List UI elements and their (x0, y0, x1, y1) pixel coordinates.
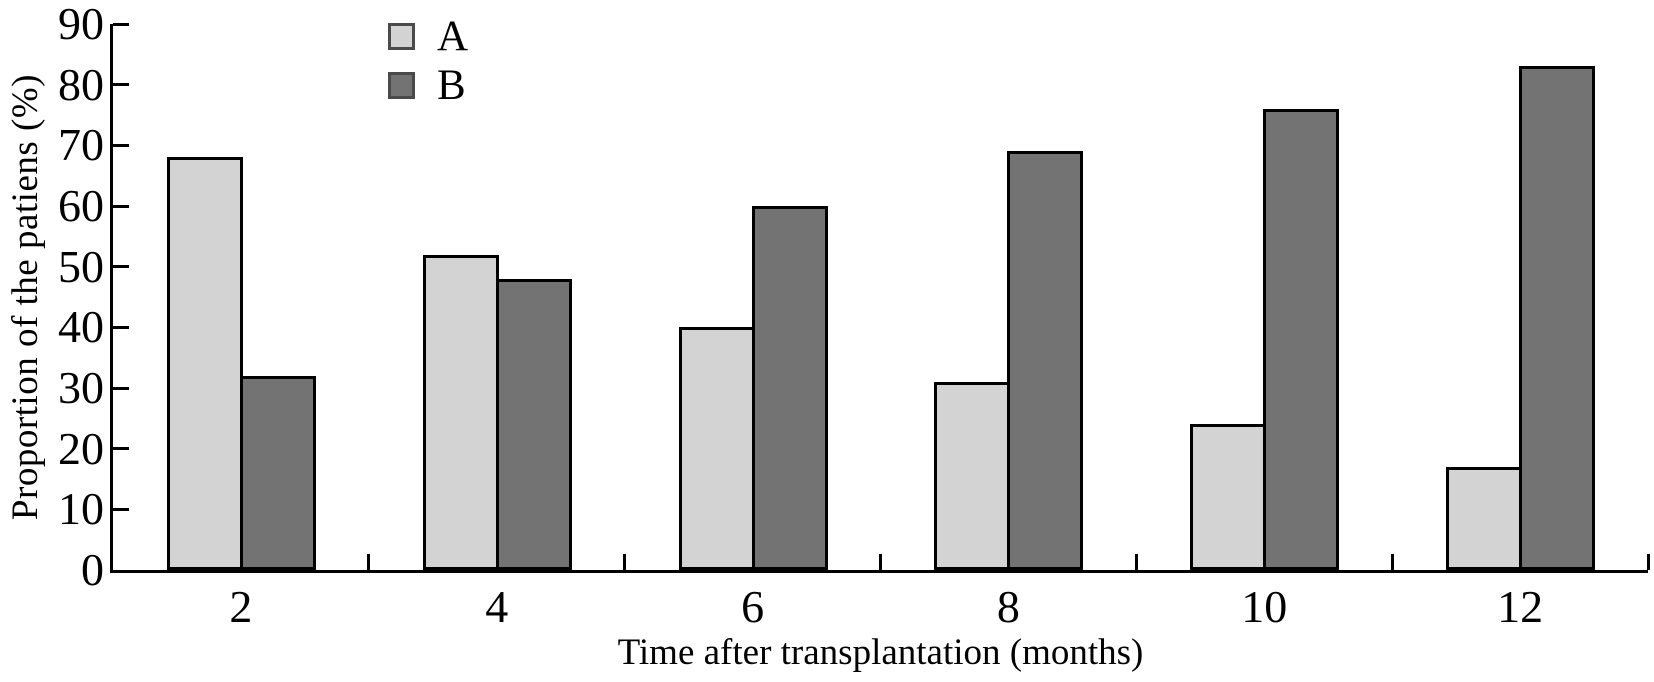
y-tick-label: 30 (58, 362, 104, 413)
x-tick-label: 8 (996, 581, 1020, 632)
bar-b-6 (751, 206, 828, 570)
y-tick-label: 60 (58, 180, 104, 231)
y-tick-label: 80 (58, 58, 104, 110)
x-tick-label: 4 (485, 581, 509, 632)
x-tick-label: 10 (1241, 581, 1288, 632)
x-axis-tick (623, 554, 627, 570)
x-axis-tick (1134, 554, 1138, 570)
legend-label-a: A (437, 13, 469, 60)
bar-a-10 (1190, 424, 1267, 570)
x-axis-title: Time after transplantation (months) (617, 632, 1144, 673)
y-tick-label: 50 (58, 240, 104, 292)
bar-a-12 (1446, 466, 1523, 570)
y-axis-tick (113, 265, 129, 269)
y-tick-label: 70 (58, 119, 104, 171)
legend-item-b: B (388, 63, 468, 108)
x-tick-label: 2 (229, 581, 253, 632)
y-axis-tick (113, 83, 129, 87)
bar-b-4 (495, 278, 572, 570)
legend-swatch-b-icon (388, 72, 415, 99)
bar-b-2 (239, 375, 316, 570)
y-axis-tick (113, 386, 129, 390)
bar-a-4 (422, 254, 499, 570)
x-axis-tick (1646, 554, 1650, 570)
y-axis-tick (113, 507, 129, 511)
legend-item-a: A (388, 14, 468, 59)
x-tick-label: 12 (1497, 581, 1544, 632)
x-axis-tick (879, 554, 882, 570)
bar-a-6 (678, 327, 755, 570)
y-tick-label: 90 (58, 0, 104, 49)
x-axis-tick (367, 554, 371, 570)
y-tick-label: 10 (58, 483, 104, 535)
legend-label-b: B (437, 62, 466, 109)
bar-a-8 (934, 381, 1011, 570)
x-tick-label: 6 (741, 581, 765, 632)
x-axis-tick (1390, 554, 1394, 570)
y-axis-tick (113, 325, 129, 329)
y-axis-tick (113, 22, 129, 26)
bar-b-10 (1263, 108, 1340, 570)
y-tick-label: 40 (58, 301, 104, 353)
bar-b-8 (1007, 151, 1084, 570)
bar-b-12 (1519, 66, 1596, 570)
bar-a-2 (166, 157, 243, 570)
legend: A B (388, 14, 468, 108)
y-axis-labels: 0 10 20 30 40 50 60 70 80 90 (0, 0, 104, 682)
legend-swatch-a-icon (388, 23, 415, 50)
y-tick-label: 20 (58, 422, 104, 474)
plot-area: 2 4 6 8 10 12 (110, 22, 1650, 630)
y-axis-tick (113, 204, 129, 208)
y-axis-tick (113, 447, 129, 451)
y-axis-tick (113, 143, 129, 147)
y-tick-label: 0 (81, 544, 104, 595)
